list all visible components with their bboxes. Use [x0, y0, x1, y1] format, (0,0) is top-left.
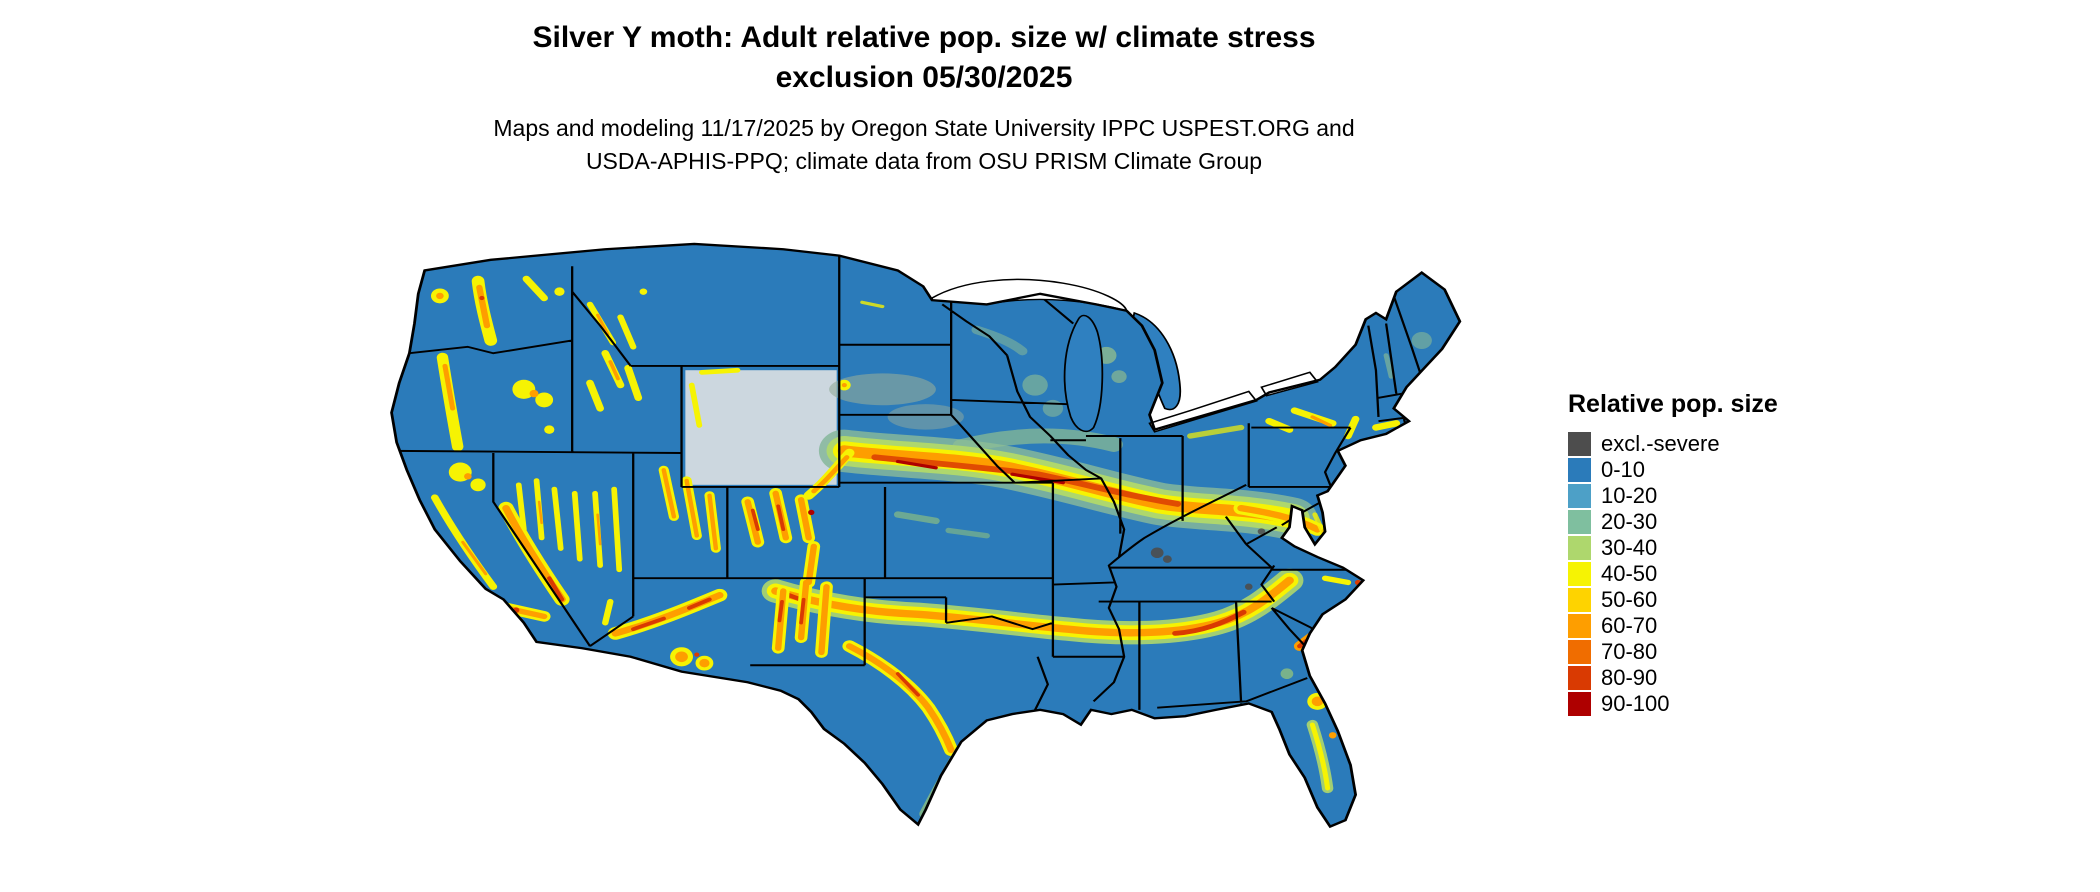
legend-label: 60-70	[1601, 613, 1658, 638]
legend-swatch	[1568, 588, 1591, 612]
plains-green-patches	[829, 332, 1432, 430]
new-mexico-streaks	[771, 541, 833, 658]
us-base	[391, 243, 1460, 827]
legend-swatch	[1568, 510, 1591, 534]
legend-label: 30-40	[1601, 535, 1658, 560]
legend-swatch	[1568, 640, 1591, 664]
legend-item: 20-30	[1568, 509, 1868, 535]
map-title-line2: exclusion 05/30/2025	[775, 61, 1073, 94]
colorado-mountains	[741, 488, 816, 548]
legend-swatch	[1568, 614, 1591, 638]
idaho-montana	[586, 288, 885, 428]
legend-item: 70-80	[1568, 639, 1868, 665]
legend-swatch	[1568, 562, 1591, 586]
map-subtitle-line1: Maps and modeling 11/17/2025 by Oregon S…	[493, 115, 1355, 141]
headings: Silver Y moth: Adult relative pop. size …	[0, 18, 1848, 178]
nevada-ranges	[515, 478, 623, 573]
legend-swatch	[1568, 458, 1591, 482]
us-map	[300, 228, 1540, 886]
legend-item: 10-20	[1568, 483, 1868, 509]
map-subtitle: Maps and modeling 11/17/2025 by Oregon S…	[0, 112, 1848, 178]
legend-label: 40-50	[1601, 561, 1658, 586]
legend-swatch	[1568, 666, 1591, 690]
lake-erie	[1148, 390, 1258, 433]
legend-item: 80-90	[1568, 665, 1868, 691]
legend-swatch	[1568, 536, 1591, 560]
legend-item: 0-10	[1568, 457, 1868, 483]
pacific-northwest	[430, 275, 565, 452]
legend-item: 30-40	[1568, 535, 1868, 561]
legend-item: 50-60	[1568, 587, 1868, 613]
legend-title: Relative pop. size	[1568, 390, 1778, 418]
legend-swatch	[1568, 692, 1591, 716]
legend-swatch	[1568, 432, 1591, 456]
central-band	[803, 424, 1329, 541]
legend-label: 90-100	[1601, 691, 1670, 716]
legend-label: excl.-severe	[1601, 431, 1720, 456]
lake-michigan	[1063, 314, 1104, 432]
legend-label: 10-20	[1601, 483, 1658, 508]
arizona-ranges	[602, 588, 728, 671]
exclusion-patches	[1150, 528, 1266, 590]
legend-label: 70-80	[1601, 639, 1658, 664]
legend-label: 20-30	[1601, 509, 1658, 534]
wyoming-pale-region	[685, 370, 837, 485]
legend: Relative pop. size excl.-severe 0-10 10-20…	[1568, 390, 1868, 717]
legend-item: 40-50	[1568, 561, 1868, 587]
legend-items: excl.-severe 0-10 10-20 20-30 30-40 40-50 50-6…	[1568, 431, 1868, 717]
map-title-line1: Silver Y moth: Adult relative pop. size …	[532, 21, 1316, 54]
legend-item: 60-70	[1568, 613, 1868, 639]
legend-item: 90-100	[1568, 691, 1868, 717]
legend-label: 0-10	[1601, 457, 1646, 482]
legend-label: 80-90	[1601, 665, 1658, 690]
map-subtitle-line2: USDA-APHIS-PPQ; climate data from OSU PR…	[585, 148, 1263, 174]
legend-swatch	[1568, 484, 1591, 508]
legend-label: 50-60	[1601, 587, 1658, 612]
utah-ranges	[658, 465, 721, 553]
legend-item: excl.-severe	[1568, 431, 1868, 457]
state-borders	[394, 255, 1428, 711]
us-map-svg	[390, 242, 1462, 828]
